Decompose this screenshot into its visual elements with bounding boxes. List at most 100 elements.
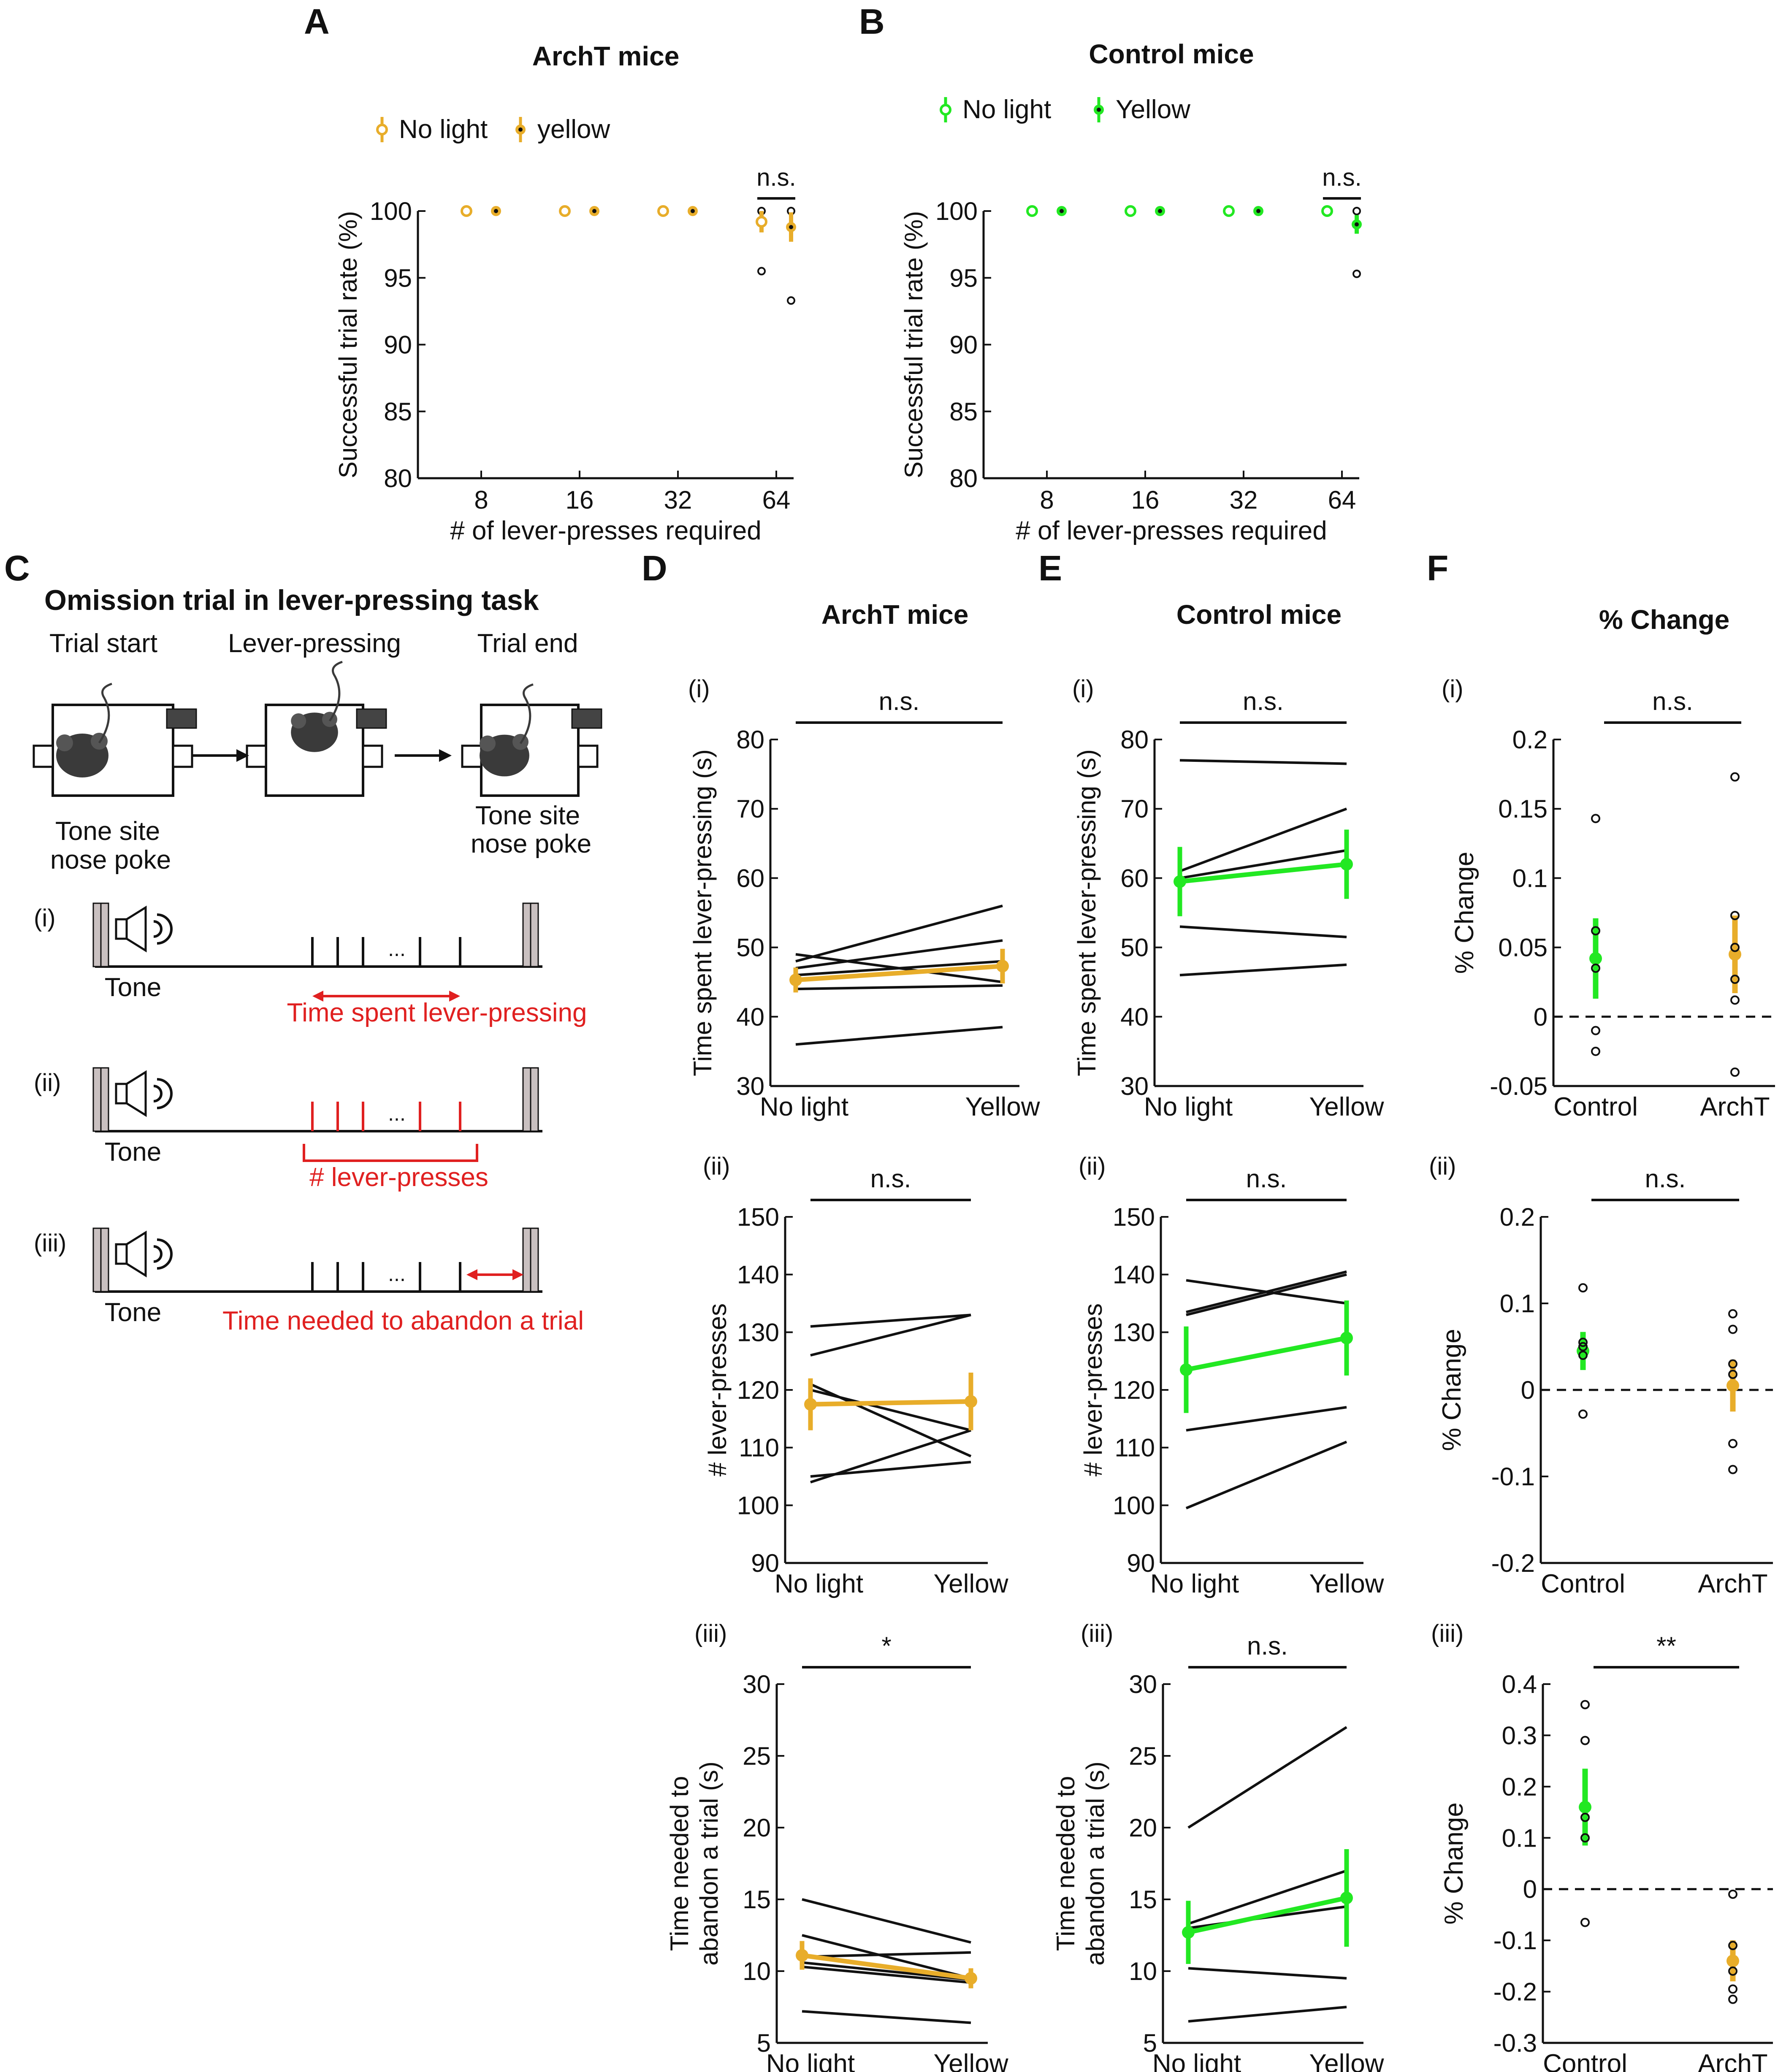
chart-E-ii-mean-point: [1340, 1332, 1353, 1344]
chart-D-ii-individual-line: [810, 1314, 971, 1357]
chart-E-iii-ytick-label: 25: [1129, 1742, 1157, 1770]
chart-D-ii-individual-line: [810, 1389, 971, 1432]
chart-F-i-mean-point: [1589, 952, 1602, 965]
chart-E-iii-xtick-label: No light: [1152, 2049, 1241, 2072]
tone-site-label-right-2: nose poke: [471, 829, 591, 859]
chart-F-ii-sublabel: (ii): [1429, 1153, 1456, 1180]
reward-port: [172, 745, 193, 768]
chart-F-iii-ylabel: % Change: [1439, 1802, 1469, 1925]
mouse-ear: [56, 734, 73, 751]
chart-B: 80 85 90 95 100 8 16 32 64# of lever-presses req…: [900, 39, 1362, 545]
chart-E-i-ytick-label: 80: [1120, 726, 1149, 754]
chart-E-ii-individual-line: [1185, 1441, 1347, 1509]
chart-F-ii-individual-point: [1578, 1283, 1588, 1293]
chart-A-legend-label: No light: [399, 115, 488, 144]
chart-D-i-mean-line: [795, 964, 1003, 983]
chart-F-ii-individual-point: [1728, 1439, 1737, 1449]
chart-F-iii-ytick-label: 0.4: [1502, 1670, 1537, 1698]
chart-E-i-ytick-label: 60: [1120, 864, 1149, 892]
chart-F-iii-ytick-label: 0: [1523, 1875, 1537, 1904]
chart-F-iii: -0.3 -0.2 -0.1 0 0.1 0.2 0.3 0.4 Control ArchT **%…: [1431, 1620, 1773, 2072]
chart-B-xtick-label: 32: [1230, 486, 1258, 514]
speaker-icon: [115, 1243, 128, 1265]
chart-A-xtick-label: 64: [762, 486, 791, 514]
chart-D-iii-ytick-label: 10: [743, 1957, 771, 1985]
chart-D-iii-mean-point: [965, 1972, 977, 1985]
chart-B-mean-point: [1125, 205, 1136, 217]
chart-D-iii-ytick-label: 30: [743, 1670, 771, 1698]
chart-E-iii-xtick-label: Yellow: [1309, 2049, 1384, 2072]
chart-F-ii-xtick-label: ArchT: [1698, 1569, 1767, 1598]
chart-F-iii-xtick-label: Control: [1543, 2049, 1627, 2072]
chart-B-title: Control mice: [1089, 39, 1254, 69]
chart-D-i: 30 40 50 60 70 80 No light Yellow n.s. Time spent…: [688, 599, 1040, 1121]
chart-E-iii-ytick-label: 20: [1129, 1814, 1157, 1842]
chart-E-i-significance: n.s.: [1243, 687, 1284, 715]
sound-wave-icon: [157, 1078, 173, 1109]
chart-B-legend-label: No light: [962, 95, 1051, 124]
chart-F-i-ylabel: % Change: [1450, 852, 1479, 974]
chart-E-ii-ylabel: # lever-presses: [1079, 1303, 1107, 1476]
chart-A: 80 85 90 95 100 8 16 32 64# of lever-presses req…: [334, 41, 796, 545]
nose-poke-bar: [92, 1067, 102, 1132]
chart-E-iii-individual-line: [1187, 1726, 1347, 1829]
chart-F-ii-individual-point: [1728, 1309, 1737, 1319]
chart-D-i-ytick-label: 40: [736, 1003, 764, 1031]
chart-E-iii-individual-line: [1188, 1869, 1347, 1925]
chart-D-i-ytick-label: 80: [736, 726, 764, 754]
chart-D-iii-ylabel: abandon a trial (s): [695, 1761, 723, 1966]
chart-E-i-mean-point: [1340, 858, 1353, 871]
chart-E-i-ytick-label: 30: [1120, 1072, 1149, 1100]
chart-F-iii-individual-point: [1728, 1984, 1737, 1994]
chart-E-i-individual-line: [1179, 963, 1347, 977]
chart-F-i-ytick-label: 0: [1534, 1003, 1548, 1031]
reward-port: [577, 745, 599, 768]
chart-F-i-individual-point: [1730, 943, 1740, 952]
chart-E-ii-ytick-label: 90: [1127, 1549, 1155, 1577]
chart-F-i-individual-point: [1730, 1067, 1740, 1077]
chart-F-i-xtick-label: ArchT: [1700, 1092, 1770, 1121]
chart-E-i-xtick-label: Yellow: [1309, 1092, 1384, 1121]
chart-D-ii-mean-line: [810, 1399, 971, 1407]
chart-A-significance: n.s.: [756, 164, 796, 191]
chart-D-iii-xtick-label: Yellow: [934, 2049, 1008, 2072]
chart-E-ii-individual-line: [1186, 1273, 1347, 1316]
chart-E-ii-ytick-label: 100: [1113, 1491, 1155, 1519]
chart-A-mean-point: [657, 205, 669, 217]
chart-F-ii-individual-point: [1728, 1359, 1737, 1369]
chart-F-i-ytick-label: 0.15: [1498, 795, 1548, 823]
panel-letter-a: A: [304, 2, 330, 41]
mouse-tail: [98, 683, 112, 744]
chart-A-ylabel: Successful trial rate (%): [334, 211, 362, 479]
chart-F-ii-ytick-label: 0: [1521, 1376, 1535, 1404]
chart-E-iii-ylabel: abandon a trial (s): [1081, 1761, 1109, 1966]
chart-D-ii-ytick-label: 150: [737, 1203, 779, 1231]
chart-E-ii-mean-point: [1180, 1363, 1193, 1376]
chart-F-iii-sublabel: (iii): [1431, 1620, 1464, 1647]
tone-site-label-left-2: nose poke: [50, 845, 171, 875]
chart-F-i-individual-point: [1591, 963, 1600, 973]
chart-B-ytick-label: 80: [949, 464, 978, 493]
mouse-tail: [328, 661, 343, 722]
chart-F-iii-ytick-label: 0.1: [1502, 1824, 1537, 1852]
chart-F-i-ytick-label: 0.2: [1512, 726, 1548, 754]
nose-poke-port: [246, 745, 267, 768]
chart-F-ii-ytick-label: -0.1: [1491, 1463, 1535, 1491]
chart-E-iii-individual-line: [1188, 1967, 1347, 1980]
chart-F-ii: -0.2 -0.1 0 0.1 0.2 Control ArchT n.s. % Change (…: [1429, 1153, 1773, 1598]
chart-D-i-mean-point: [996, 959, 1009, 972]
chart-F-iii-ytick-label: -0.1: [1493, 1926, 1537, 1955]
reward-port: [362, 745, 383, 768]
chart-F-i-xtick-label: Control: [1553, 1092, 1638, 1121]
nose-poke-bar: [92, 1227, 102, 1292]
chart-E-i: 30 40 50 60 70 80 No light Yellow n.s. Time spent…: [1072, 599, 1384, 1121]
chart-F-ii-ytick-label: 0.2: [1500, 1203, 1535, 1231]
chart-A-mean-point: [461, 205, 472, 217]
speaker-icon-cone: [125, 1070, 147, 1117]
chart-E-iii-ylabel: Time needed to: [1052, 1776, 1080, 1951]
chart-E-iii-individual-line: [1188, 2006, 1347, 2023]
label-trial-end: Trial end: [477, 629, 578, 658]
chart-B-xtick-label: 64: [1328, 486, 1356, 514]
chart-F-ii-ylabel: % Change: [1437, 1329, 1466, 1451]
